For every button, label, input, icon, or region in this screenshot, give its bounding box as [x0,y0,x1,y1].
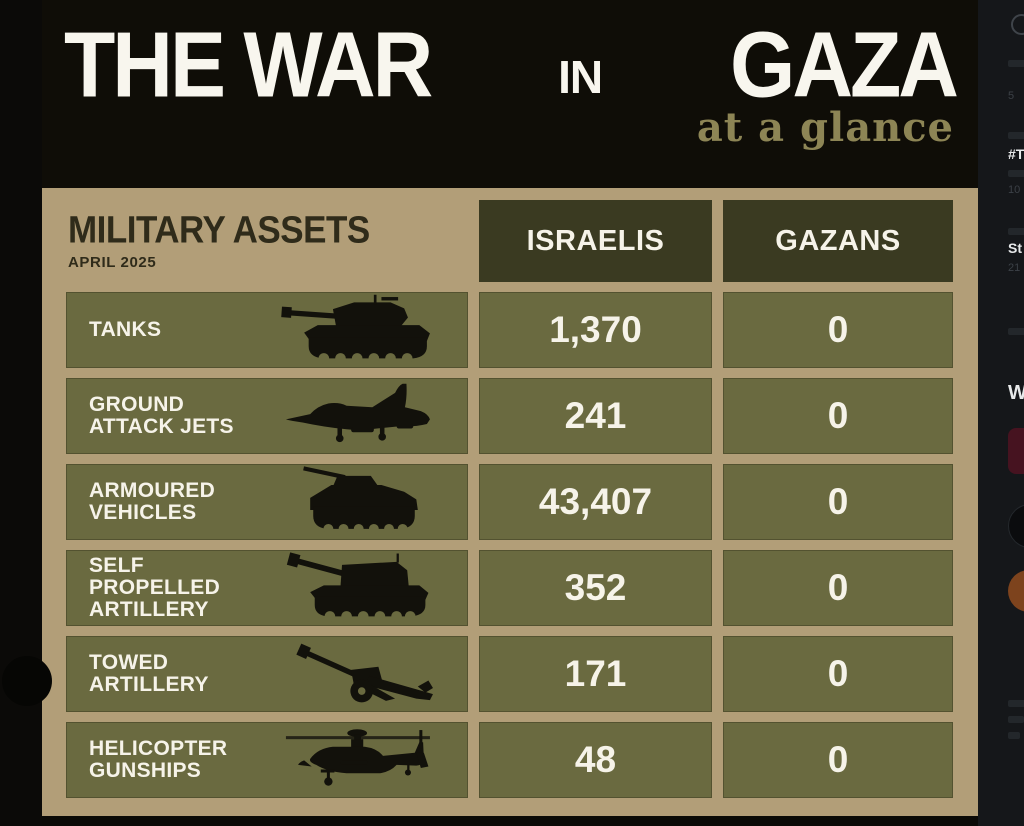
asset-label-cell: TANKS [66,292,468,368]
israelis-value-cell: 43,407 [479,464,712,540]
subtitle: at a glance [696,104,954,152]
towed-artillery-icon [265,638,463,710]
infographic-header: THE WAR IN GAZA at a glance [42,0,978,188]
table-date: APRIL 2025 [68,253,157,271]
asset-label-cell: SELF PROPELLED ARTILLERY [66,550,468,626]
israelis-value-cell: 241 [479,378,712,454]
helicopter-gunship-icon [265,724,463,796]
gazans-value-cell: 0 [723,636,953,712]
title-part-1: THE WAR [64,12,433,117]
table-row: ARMOURED VEHICLES 43,407 0 [66,464,953,540]
gazans-value-cell: 0 [723,292,953,368]
israelis-value-cell: 1,370 [479,292,712,368]
column-header-israelis: ISRAELIS [479,200,712,282]
sidebar-text-fragment [1008,170,1024,177]
asset-label-cell: HELICOPTER GUNSHIPS [66,722,468,798]
sidebar-text-fragment [1008,732,1020,739]
asset-label-cell: GROUND ATTACK JETS [66,378,468,454]
table-title-block: MILITARY ASSETS APRIL 2025 [66,208,468,271]
armoured-vehicle-icon [265,466,463,538]
israelis-value-cell: 352 [479,550,712,626]
sidebar-text-fragment [1008,700,1024,707]
sidebar-text-fragment [1008,132,1024,139]
asset-label: SELF PROPELLED ARTILLERY [89,553,221,622]
asset-label: GROUND ATTACK JETS [89,392,234,438]
military-assets-table: MILITARY ASSETS APRIL 2025 ISRAELIS GAZA… [42,188,978,816]
sidebar-text-fragment[interactable]: 21 [1008,262,1021,274]
dark-blob-artifact [2,656,52,706]
ground-attack-jet-icon [265,380,463,452]
media-thumbnail[interactable] [1008,428,1024,474]
gazans-value-cell: 0 [723,722,953,798]
table-rows: TANKS 1,370 0 GROUND ATTACK JETS 241 0 A… [66,292,953,798]
table-row: HELICOPTER GUNSHIPS 48 0 [66,722,953,798]
asset-label: TOWED ARTILLERY [89,650,209,696]
sidebar-section-heading: W [1008,382,1024,404]
page-title: THE WAR IN GAZA [42,18,978,111]
sidebar-text-fragment [1008,328,1024,335]
israelis-value-cell: 171 [479,636,712,712]
table-row: GROUND ATTACK JETS 241 0 [66,378,953,454]
avatar[interactable] [1008,504,1024,548]
gazans-value-cell: 0 [723,464,953,540]
table-row: TOWED ARTILLERY 171 0 [66,636,953,712]
israelis-value-cell: 48 [479,722,712,798]
gazans-value-cell: 0 [723,378,953,454]
sidebar-text-fragment [1008,60,1024,67]
column-header-gazans: GAZANS [723,200,953,282]
title-part-3: GAZA [730,12,959,117]
asset-label-cell: TOWED ARTILLERY [66,636,468,712]
sidebar-text-fragment [1008,716,1024,723]
sidebar-text-fragment[interactable]: 5 [1008,90,1015,102]
sidebar-trend-item[interactable]: #T [1008,146,1024,162]
infographic: THE WAR IN GAZA at a glance MILITARY ASS… [42,0,978,826]
right-sidebar-strip: 5 #T 10 St 21 W [978,0,1024,826]
self-propelled-artillery-icon [265,552,463,624]
table-row: SELF PROPELLED ARTILLERY 352 0 [66,550,953,626]
table-header-row: MILITARY ASSETS APRIL 2025 ISRAELIS GAZA… [66,200,953,282]
search-icon[interactable] [1011,14,1024,35]
avatar[interactable] [1008,570,1024,612]
sidebar-text-fragment [1008,228,1024,235]
tank-icon [265,294,463,366]
asset-label: HELICOPTER GUNSHIPS [89,736,228,782]
gazans-value-cell: 0 [723,550,953,626]
asset-label: TANKS [89,317,162,341]
asset-label: ARMOURED VEHICLES [89,478,216,524]
table-row: TANKS 1,370 0 [66,292,953,368]
sidebar-text-fragment[interactable]: 10 [1008,184,1021,196]
bottom-black-strip [42,816,978,826]
sidebar-trend-item[interactable]: St [1008,240,1022,256]
asset-label-cell: ARMOURED VEHICLES [66,464,468,540]
title-part-2: IN [558,51,603,104]
table-title: MILITARY ASSETS [68,208,370,251]
